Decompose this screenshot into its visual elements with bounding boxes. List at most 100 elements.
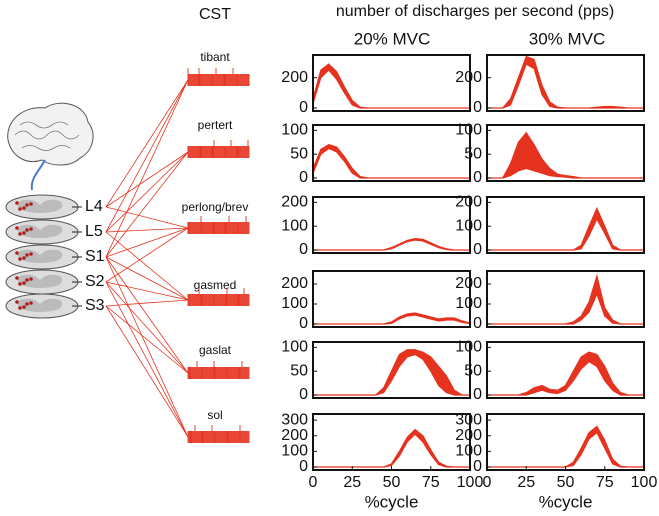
muscle-label: tibant (200, 50, 230, 64)
muscle-label: gasmed (194, 278, 237, 292)
x-tick-label: 75 (422, 474, 440, 491)
connection (105, 79, 189, 208)
connection (105, 281, 189, 301)
band (487, 425, 644, 468)
motoneuron (15, 276, 19, 280)
motoneuron (29, 277, 33, 281)
band (312, 144, 470, 179)
connection (105, 79, 189, 258)
y-tick-label: 0 (473, 169, 482, 186)
connection (105, 305, 189, 374)
band (313, 312, 471, 325)
panel-frame (486, 341, 645, 399)
connection (105, 281, 189, 374)
motoneuron (29, 227, 33, 231)
connection (105, 227, 189, 258)
y-tick-label: 0 (473, 99, 482, 116)
grey-matter (17, 274, 63, 288)
band (487, 206, 644, 251)
brain-folds (14, 121, 80, 151)
y-tick-label: 100 (281, 339, 308, 356)
y-tick-label: 100 (455, 339, 482, 356)
motoneuron (22, 281, 26, 285)
panel-frame (486, 270, 645, 328)
panel-frame (312, 196, 471, 254)
x-tick-label: 0 (309, 474, 318, 491)
motoneuron (18, 282, 22, 286)
column-title: 20% MVC (354, 29, 431, 48)
muscle-label: pertert (198, 118, 233, 132)
y-tick-label: 300 (455, 411, 482, 428)
x-axis-title: %cycle (539, 492, 593, 511)
y-tick-label: 100 (281, 122, 308, 139)
segment-label: S1 (85, 248, 105, 265)
x-tick-label: 100 (631, 474, 658, 491)
panel-frame (486, 196, 645, 254)
band (312, 63, 470, 109)
grey-matter (17, 224, 63, 238)
motoneuron (22, 256, 26, 260)
y-tick-label: 0 (299, 99, 308, 116)
panel-frame (312, 124, 471, 182)
connection (105, 151, 189, 208)
cst-tract (30, 159, 46, 191)
spinal-cord: L4 L5 S1 S2 S3 (5, 194, 105, 319)
x-tick-label: 75 (596, 474, 614, 491)
y-tick-label: 200 (281, 427, 308, 444)
panel-frame (312, 270, 471, 328)
band (313, 237, 470, 251)
motoneuron (25, 203, 29, 207)
motoneuron (25, 253, 29, 257)
connection (105, 151, 189, 258)
y-tick-label: 0 (299, 315, 308, 332)
segment-label: L4 (85, 198, 103, 215)
connection (105, 151, 189, 233)
y-tick-label: 100 (281, 443, 308, 460)
motoneuron (18, 232, 22, 236)
y-tick-label: 100 (281, 217, 308, 234)
motoneuron (22, 206, 26, 210)
y-tick-label: 0 (473, 315, 482, 332)
muscle-label: perlong/brev (182, 200, 249, 214)
y-tick-label: 200 (455, 194, 482, 211)
motoneuron (29, 301, 33, 305)
y-tick-label: 100 (455, 122, 482, 139)
motoneuron (25, 302, 29, 306)
connection (105, 299, 189, 307)
x-tick-label: 50 (383, 474, 401, 491)
motoneuron (15, 251, 19, 255)
y-tick-label: 0 (473, 458, 482, 475)
motoneuron (18, 306, 22, 310)
grey-matter (17, 199, 63, 213)
brain (7, 102, 94, 166)
x-tick-label: 100 (457, 474, 484, 491)
y-tick-label: 200 (281, 69, 308, 86)
band (487, 351, 644, 396)
y-tick-label: 100 (455, 217, 482, 234)
y-tick-label: 0 (299, 241, 308, 258)
y-tick-label: 50 (464, 145, 482, 162)
panel-frame (312, 54, 471, 112)
connection (105, 256, 189, 374)
y-tick-label: 100 (281, 295, 308, 312)
y-tick-label: 200 (281, 194, 308, 211)
connection (105, 305, 189, 438)
panel-frame (486, 413, 645, 471)
motoneuron (15, 226, 19, 230)
y-tick-label: 50 (464, 362, 482, 379)
band (487, 131, 644, 179)
panel-frame (486, 124, 645, 182)
y-tick-label: 0 (299, 458, 308, 475)
motoneuron (18, 207, 22, 211)
cst-label: CST (199, 6, 231, 23)
y-tick-label: 200 (455, 69, 482, 86)
x-tick-label: 25 (517, 474, 535, 491)
connection (105, 281, 189, 438)
y-tick-label: 0 (299, 169, 308, 186)
y-tick-label: 100 (455, 443, 482, 460)
segment-label: S3 (85, 297, 105, 314)
x-axis-title: %cycle (365, 492, 419, 511)
y-tick-label: 0 (473, 386, 482, 403)
y-tick-label: 50 (290, 145, 308, 162)
connections (105, 79, 189, 438)
